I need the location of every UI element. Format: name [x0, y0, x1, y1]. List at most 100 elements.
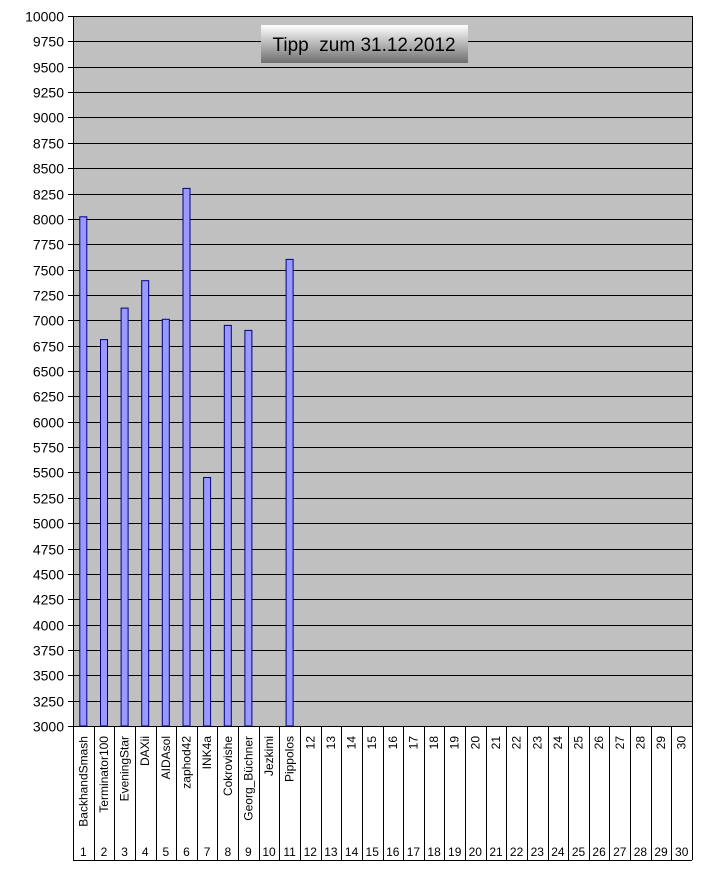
category-label: 19: [448, 736, 462, 750]
category-label: 13: [324, 736, 338, 750]
category-label: 26: [592, 736, 606, 750]
category-label: 27: [613, 736, 627, 750]
category-index-label: 4: [142, 845, 149, 859]
category-label: 18: [427, 736, 441, 750]
category-index-label: 5: [162, 845, 169, 859]
y-tick-label: 4750: [33, 542, 64, 558]
y-tick-label: 8250: [33, 187, 64, 203]
category-label: Jezkimi: [262, 736, 276, 776]
y-tick-label: 3000: [33, 719, 64, 735]
category-index-label: 11: [283, 845, 296, 859]
category-label: 25: [572, 736, 586, 750]
y-tick-label: 6750: [33, 339, 64, 355]
category-label: 28: [633, 736, 647, 750]
y-tick-label: 3250: [33, 694, 64, 710]
category-index-label: 21: [489, 845, 503, 859]
category-index-label: 18: [427, 845, 441, 859]
category-index-label: 16: [386, 845, 400, 859]
y-tick-label: 5750: [33, 440, 64, 456]
y-tick-label: 7000: [33, 313, 64, 329]
category-index-label: 8: [224, 845, 231, 859]
category-index-label: 3: [121, 845, 128, 859]
category-label: 16: [386, 736, 400, 750]
category-label: 21: [489, 736, 503, 750]
category-index-label: 22: [510, 845, 524, 859]
category-label: EveningStar: [118, 736, 132, 801]
y-tick-label: 6500: [33, 364, 64, 380]
y-tick-label: 7750: [33, 237, 64, 253]
y-tick-label: 9500: [33, 60, 64, 76]
y-tick-label: 7250: [33, 288, 64, 304]
category-label: 20: [468, 736, 482, 750]
bar: [100, 339, 108, 727]
bar: [120, 307, 129, 727]
y-tick-label: 5250: [33, 491, 64, 507]
category-label: 23: [530, 736, 544, 750]
y-tick-label: 8750: [33, 136, 64, 152]
y-tick-label: 3500: [33, 668, 64, 684]
category-index-label: 10: [262, 845, 276, 859]
category-label: 24: [551, 736, 565, 750]
category-index-label: 1: [80, 845, 87, 859]
y-tick-label: 5500: [33, 465, 64, 481]
category-label: Georg_Büchner: [241, 736, 255, 821]
chart-title-box: Tipp zum 31.12.2012: [261, 25, 468, 63]
bar: [161, 318, 170, 727]
category-label: 29: [654, 736, 668, 750]
x-axis: BackhandSmash 1 Terminator100 2 EveningStar 3…: [73, 726, 693, 861]
y-tick-label: 8000: [33, 212, 64, 228]
category-label: 14: [345, 736, 359, 750]
category-label: INK4a: [200, 736, 214, 770]
category-index-label: 29: [654, 845, 668, 859]
category-index-label: 30: [675, 845, 689, 859]
category-label: 12: [303, 736, 317, 750]
category-label: zaphod42: [180, 736, 194, 789]
category-label: 17: [406, 736, 420, 750]
category-index-label: 9: [245, 845, 252, 859]
category-index-label: 7: [204, 845, 211, 859]
y-tick-label: 6000: [33, 415, 64, 431]
category-label: Pippolos: [283, 736, 297, 782]
category-index-label: 17: [407, 845, 421, 859]
y-tick-label: 7500: [33, 263, 64, 279]
category-index-label: 27: [613, 845, 627, 859]
chart-title: Tipp zum 31.12.2012: [272, 35, 455, 56]
y-tick-label: 6250: [33, 389, 64, 405]
bar: [203, 477, 212, 727]
bar: [285, 258, 294, 727]
category-index-label: 14: [345, 845, 359, 859]
category-label: BackhandSmash: [76, 736, 90, 827]
y-tick-label: 4500: [33, 567, 64, 583]
category-label: DAXii: [138, 736, 152, 766]
y-tick-label: 5000: [33, 516, 64, 532]
category-index-label: 26: [592, 845, 606, 859]
category-index-label: 19: [448, 845, 462, 859]
category-index-label: 15: [366, 845, 380, 859]
category-index-label: 13: [324, 845, 338, 859]
category-index-label: 6: [183, 845, 190, 859]
category-label: AIDAsol: [159, 736, 173, 779]
y-tick-label: 9250: [33, 85, 64, 101]
category-index-label: 24: [551, 845, 565, 859]
bar: [141, 280, 150, 727]
category-label: Cokrovishe: [221, 736, 235, 796]
category-label: 15: [365, 736, 379, 750]
y-tick-label: 4250: [33, 592, 64, 608]
category-index-label: 23: [531, 845, 545, 859]
category-label: 30: [675, 736, 689, 750]
y-tick-label: 4000: [33, 618, 64, 634]
y-tick-label: 9750: [33, 34, 64, 50]
title-background: [261, 25, 468, 63]
bar: [182, 187, 191, 727]
bar: [223, 324, 232, 727]
y-tick-label: 8500: [33, 161, 64, 177]
bar: [244, 329, 253, 727]
category-index-label: 25: [572, 845, 586, 859]
gridlines: [68, 16, 692, 727]
y-tick-label: 9000: [33, 110, 64, 126]
y-tick-label: 3750: [33, 643, 64, 659]
y-axis-tick-labels: 3000 3250 3500 3750 4000 4250 4500 4750 5000 5250…: [25, 9, 64, 735]
bar: [79, 216, 88, 727]
category-index-label: 12: [304, 845, 318, 859]
